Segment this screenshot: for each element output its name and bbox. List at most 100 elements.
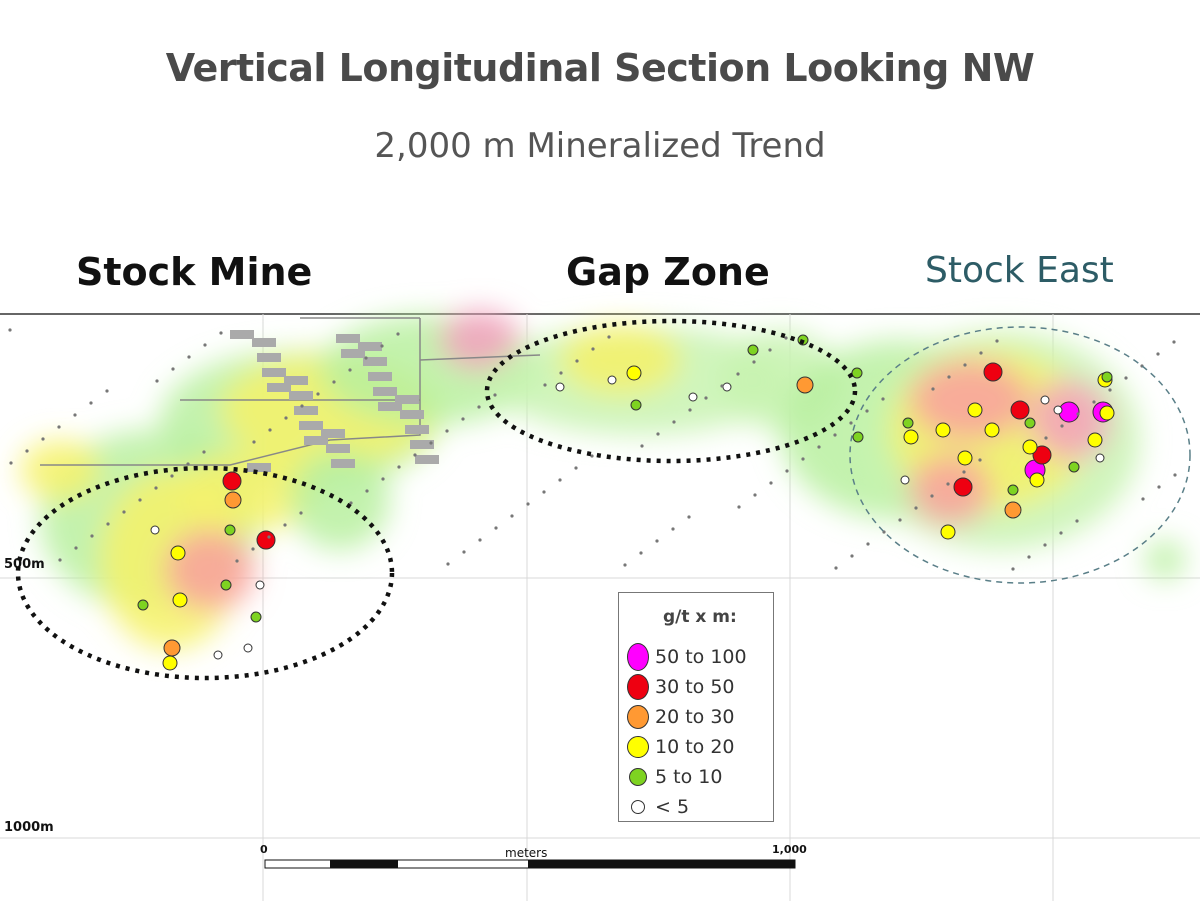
drill-trace-point [671, 527, 675, 531]
drill-trace-point [655, 539, 659, 543]
legend-label: 10 to 20 [655, 736, 735, 758]
drill-trace-point [1157, 485, 1161, 489]
drill-trace-point [316, 392, 320, 396]
legend-label: 30 to 50 [655, 676, 735, 698]
intercept-point [1022, 439, 1038, 455]
drill-trace-point [1060, 424, 1064, 428]
drill-trace-point [203, 343, 207, 347]
drill-trace-point [753, 493, 757, 497]
intercept-point [1068, 461, 1080, 473]
heat-blob [560, 325, 680, 395]
intercept-point [903, 429, 919, 445]
intercept-point [900, 475, 910, 485]
intercept-point [1010, 400, 1030, 420]
intercept-point [851, 367, 863, 379]
intercept-point [162, 655, 178, 671]
legend-label: < 5 [655, 796, 690, 818]
drill-trace-point [89, 401, 93, 405]
intercept-point [224, 524, 236, 536]
drill-trace-point [397, 465, 401, 469]
legend-item: 30 to 50 [627, 673, 735, 701]
drill-trace-point [591, 347, 595, 351]
drill-trace-point [947, 375, 951, 379]
drill-trace-point [170, 474, 174, 478]
stope [395, 395, 419, 404]
drill-trace-point [364, 356, 368, 360]
drill-trace-point [914, 506, 918, 510]
intercept-point [796, 376, 814, 394]
intercept-point [1101, 371, 1113, 383]
legend-label: 5 to 10 [655, 766, 723, 788]
intercept-point [722, 382, 732, 392]
legend-swatch [627, 674, 649, 700]
page-subtitle: 2,000 m Mineralized Trend [374, 126, 826, 166]
gap-zone-outline [484, 318, 858, 464]
drill-trace-point [348, 368, 352, 372]
legend-swatch [627, 705, 649, 729]
drill-trace-point [1027, 555, 1031, 559]
legend-item: 5 to 10 [627, 763, 722, 791]
drill-trace-point [122, 510, 126, 514]
drill-trace-point [978, 458, 982, 462]
intercept-point [935, 422, 951, 438]
scale-start-label: 0 [260, 843, 268, 856]
drill-trace-point [559, 371, 563, 375]
stope [294, 406, 318, 415]
drill-trace-point [171, 367, 175, 371]
drill-trace-point [268, 428, 272, 432]
drill-trace-point [656, 432, 660, 436]
drill-trace-point [461, 417, 465, 421]
drill-trace-point [979, 351, 983, 355]
scale-end-label: 1,000 [772, 843, 807, 856]
drill-trace-point [607, 335, 611, 339]
drill-trace-point [73, 413, 77, 417]
stope [415, 455, 439, 464]
intercept-point [984, 422, 1000, 438]
intercept-point [220, 579, 232, 591]
intercept-point [1053, 405, 1063, 415]
intercept-point [224, 491, 242, 509]
drill-trace-point [186, 462, 190, 466]
drill-trace-point [396, 332, 400, 336]
legend: g/t x m: 50 to 100 30 to 50 20 to 30 10 to … [618, 592, 774, 822]
drill-trace-point [493, 393, 497, 397]
drill-trace-point [1108, 388, 1112, 392]
intercept-point [255, 580, 265, 590]
drill-trace-point [251, 547, 255, 551]
drill-trace-point [365, 489, 369, 493]
drill-trace-point [801, 457, 805, 461]
drill-trace-point [332, 380, 336, 384]
heat-blob [910, 360, 1030, 440]
stope [257, 353, 281, 362]
drill-trace-point [850, 554, 854, 558]
drill-trace-point [930, 494, 934, 498]
drill-trace-point [1011, 567, 1015, 571]
stope [304, 436, 328, 445]
drill-trace-point [687, 515, 691, 519]
drill-trace-point [510, 514, 514, 518]
stope [247, 463, 271, 472]
drill-trace-point [817, 445, 821, 449]
drill-trace-point [866, 542, 870, 546]
drill-trace-point [590, 454, 594, 458]
stope [410, 440, 434, 449]
drill-trace-point [349, 501, 353, 505]
stope [358, 342, 382, 351]
stope [336, 334, 360, 343]
drill-trace-point [1075, 519, 1079, 523]
stope [373, 387, 397, 396]
drill-trace-point [380, 344, 384, 348]
depth-label-1000m: 1000m [4, 820, 54, 835]
stope [363, 357, 387, 366]
stope [378, 402, 402, 411]
legend-swatch [629, 768, 647, 786]
stope [289, 391, 313, 400]
drill-trace-point [1092, 400, 1096, 404]
drill-trace-point [138, 498, 142, 502]
drill-trace-point [283, 523, 287, 527]
drill-trace-point [752, 360, 756, 364]
drill-trace-point [381, 477, 385, 481]
legend-title: g/t x m: [663, 607, 737, 627]
intercept-point [1099, 405, 1115, 421]
drill-trace-point [833, 433, 837, 437]
